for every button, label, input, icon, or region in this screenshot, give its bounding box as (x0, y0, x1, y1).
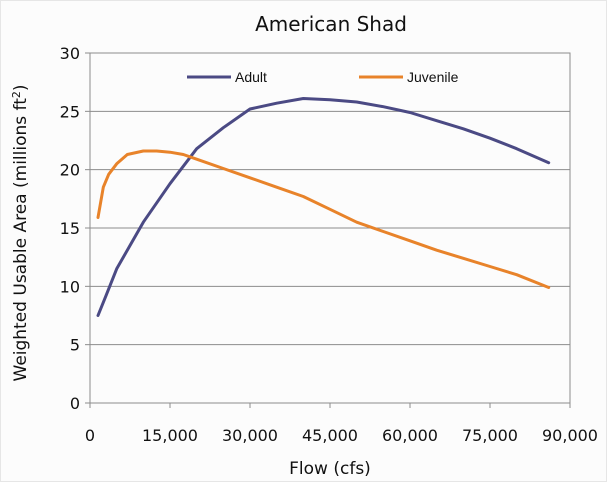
x-axis-ticks: 0 15,000 30,000 45,000 60,000 75,000 90,000 (85, 403, 598, 445)
legend: Adult Juvenile (187, 69, 459, 85)
legend-label-juvenile: Juvenile (407, 69, 459, 85)
y-axis-title-close: ) (11, 84, 31, 91)
y-axis-ticks: 0 5 10 15 20 25 30 (60, 44, 90, 413)
x-tick-label-45000: 45,000 (302, 426, 358, 445)
y-axis-title-superscript: 2 (10, 91, 23, 98)
chart-title: American Shad (255, 12, 407, 36)
x-tick-label-90000: 90,000 (542, 426, 598, 445)
y-tick-label-30: 30 (60, 44, 80, 63)
gridlines (90, 110, 570, 346)
y-tick-label-15: 15 (60, 219, 80, 238)
y-tick-label-10: 10 (60, 277, 80, 296)
y-tick-label-25: 25 (60, 102, 80, 121)
legend-label-adult: Adult (235, 69, 267, 85)
x-axis-title: Flow (cfs) (289, 459, 371, 479)
y-tick-label-0: 0 (70, 394, 80, 413)
x-tick-label-75000: 75,000 (462, 426, 518, 445)
y-tick-label-5: 5 (70, 336, 80, 355)
x-tick-label-60000: 60,000 (382, 426, 438, 445)
y-axis-title: Weighted Usable Area (millions ft2) (10, 84, 31, 381)
series-line-adult (96, 97, 551, 317)
y-tick-label-20: 20 (60, 161, 80, 180)
series-layer (96, 97, 551, 317)
x-tick-label-30000: 30,000 (222, 426, 278, 445)
x-tick-label-0: 0 (85, 426, 95, 445)
x-tick-label-15000: 15,000 (142, 426, 198, 445)
series-line-juvenile (96, 149, 551, 289)
y-axis-title-main: Weighted Usable Area (millions ft (11, 98, 31, 382)
